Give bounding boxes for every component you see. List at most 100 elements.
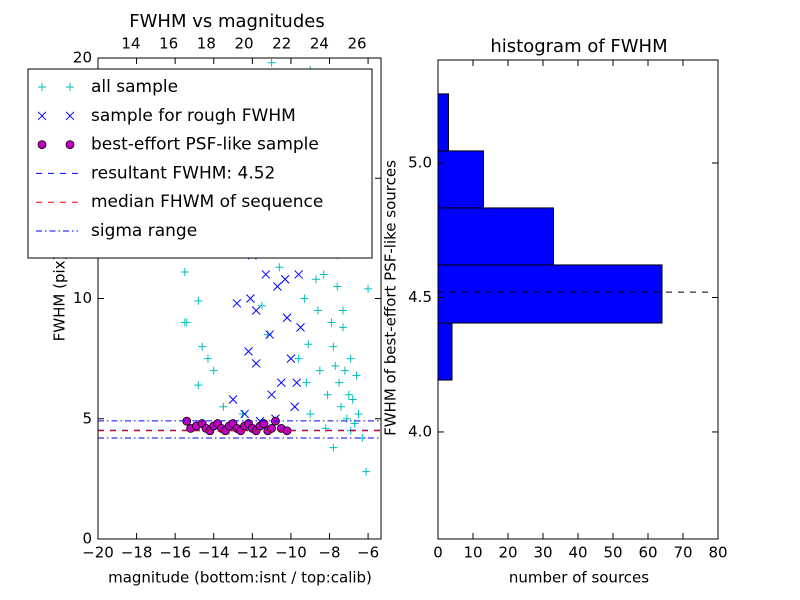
legend-label: sample for rough FWHM <box>91 106 296 126</box>
legend-label: median FHWM of sequence <box>91 192 323 212</box>
x-tick-label: −14 <box>198 544 230 562</box>
point <box>294 354 303 363</box>
point <box>273 282 282 291</box>
point <box>194 381 203 390</box>
y-tick-label: 4.0 <box>408 422 432 440</box>
point <box>238 409 247 418</box>
legend <box>27 68 373 259</box>
point <box>203 354 212 363</box>
y-tick-label: 5 <box>82 409 92 427</box>
x2-tick-label: 22 <box>272 35 291 53</box>
point <box>323 390 332 399</box>
point <box>304 340 313 349</box>
point <box>354 409 363 418</box>
point <box>180 268 189 277</box>
point <box>182 318 191 327</box>
point <box>327 318 336 327</box>
point <box>209 366 218 375</box>
point <box>313 306 322 315</box>
point <box>329 342 338 351</box>
point <box>333 282 342 291</box>
point <box>265 330 275 339</box>
point <box>198 342 207 351</box>
point <box>194 296 203 305</box>
x2-tick-label: 26 <box>348 35 367 53</box>
x-tick-label: 10 <box>463 544 482 562</box>
legend-label: all sample <box>91 77 178 97</box>
y-tick-label: 20 <box>73 49 92 67</box>
y-tick-label: 0 <box>82 530 92 548</box>
point <box>240 409 249 419</box>
point <box>302 378 311 387</box>
legend-label: best-effort PSF-like sample <box>91 135 319 155</box>
bar <box>437 93 449 152</box>
x-tick-label: 20 <box>498 544 517 562</box>
point <box>282 313 292 323</box>
point <box>244 347 253 356</box>
point <box>321 424 330 433</box>
x2-tick-label: 20 <box>234 35 253 53</box>
legend-marker <box>37 140 47 150</box>
point <box>290 402 300 412</box>
point <box>257 301 266 310</box>
x2-tick-label: 24 <box>310 35 329 53</box>
point <box>282 426 292 436</box>
x2-tick-label: 14 <box>121 35 140 53</box>
x-tick-label: 0 <box>433 544 443 562</box>
point <box>275 263 284 272</box>
point <box>251 306 261 315</box>
chart-title: histogram of FWHM <box>490 36 667 57</box>
point <box>337 402 346 411</box>
point <box>362 467 371 476</box>
bar <box>437 264 663 324</box>
x-tick-label: 60 <box>638 544 657 562</box>
point <box>294 270 303 279</box>
x-tick-label: 30 <box>533 544 552 562</box>
legend-marker <box>37 111 47 121</box>
point <box>232 298 242 308</box>
bar <box>437 322 453 381</box>
bar <box>437 207 554 266</box>
point <box>319 270 328 279</box>
x-tick-label: 80 <box>708 544 727 562</box>
point <box>267 390 276 400</box>
point <box>263 330 272 339</box>
axes-frame <box>97 57 382 540</box>
point <box>267 58 276 67</box>
x2-tick-label: 16 <box>159 35 178 53</box>
x-tick-label: −6 <box>357 544 379 562</box>
point <box>364 284 373 293</box>
point <box>348 395 357 404</box>
point <box>342 414 351 423</box>
point <box>344 390 353 399</box>
point <box>246 294 255 303</box>
x-axis-label: number of sources <box>509 569 649 587</box>
point <box>300 294 309 303</box>
legend-label: resultant FWHM: 4.52 <box>91 163 275 183</box>
legend-marker <box>65 140 75 150</box>
x2-tick-label: 18 <box>197 35 216 53</box>
point <box>251 359 261 368</box>
y-tick-label: 5.0 <box>408 154 432 172</box>
point <box>311 275 320 284</box>
x-tick-label: 40 <box>568 544 587 562</box>
point <box>329 443 338 452</box>
point <box>280 274 290 284</box>
chart-title: FWHM vs magnitudes <box>129 11 324 32</box>
point <box>315 366 324 375</box>
x-tick-label: −8 <box>318 544 340 562</box>
y-axis-label: FWHM of best-effort PSF-like sources <box>382 160 400 436</box>
point <box>335 378 344 387</box>
axes-frame <box>437 59 719 540</box>
x-tick-label: 70 <box>673 544 692 562</box>
x-tick-label: 50 <box>603 544 622 562</box>
legend-marker <box>65 111 75 121</box>
y-tick-label: 4.5 <box>408 288 432 306</box>
bar <box>437 150 484 209</box>
point <box>259 419 269 428</box>
point <box>338 306 347 315</box>
x-tick-label: −18 <box>121 544 153 562</box>
point <box>346 354 355 363</box>
point <box>228 395 238 404</box>
